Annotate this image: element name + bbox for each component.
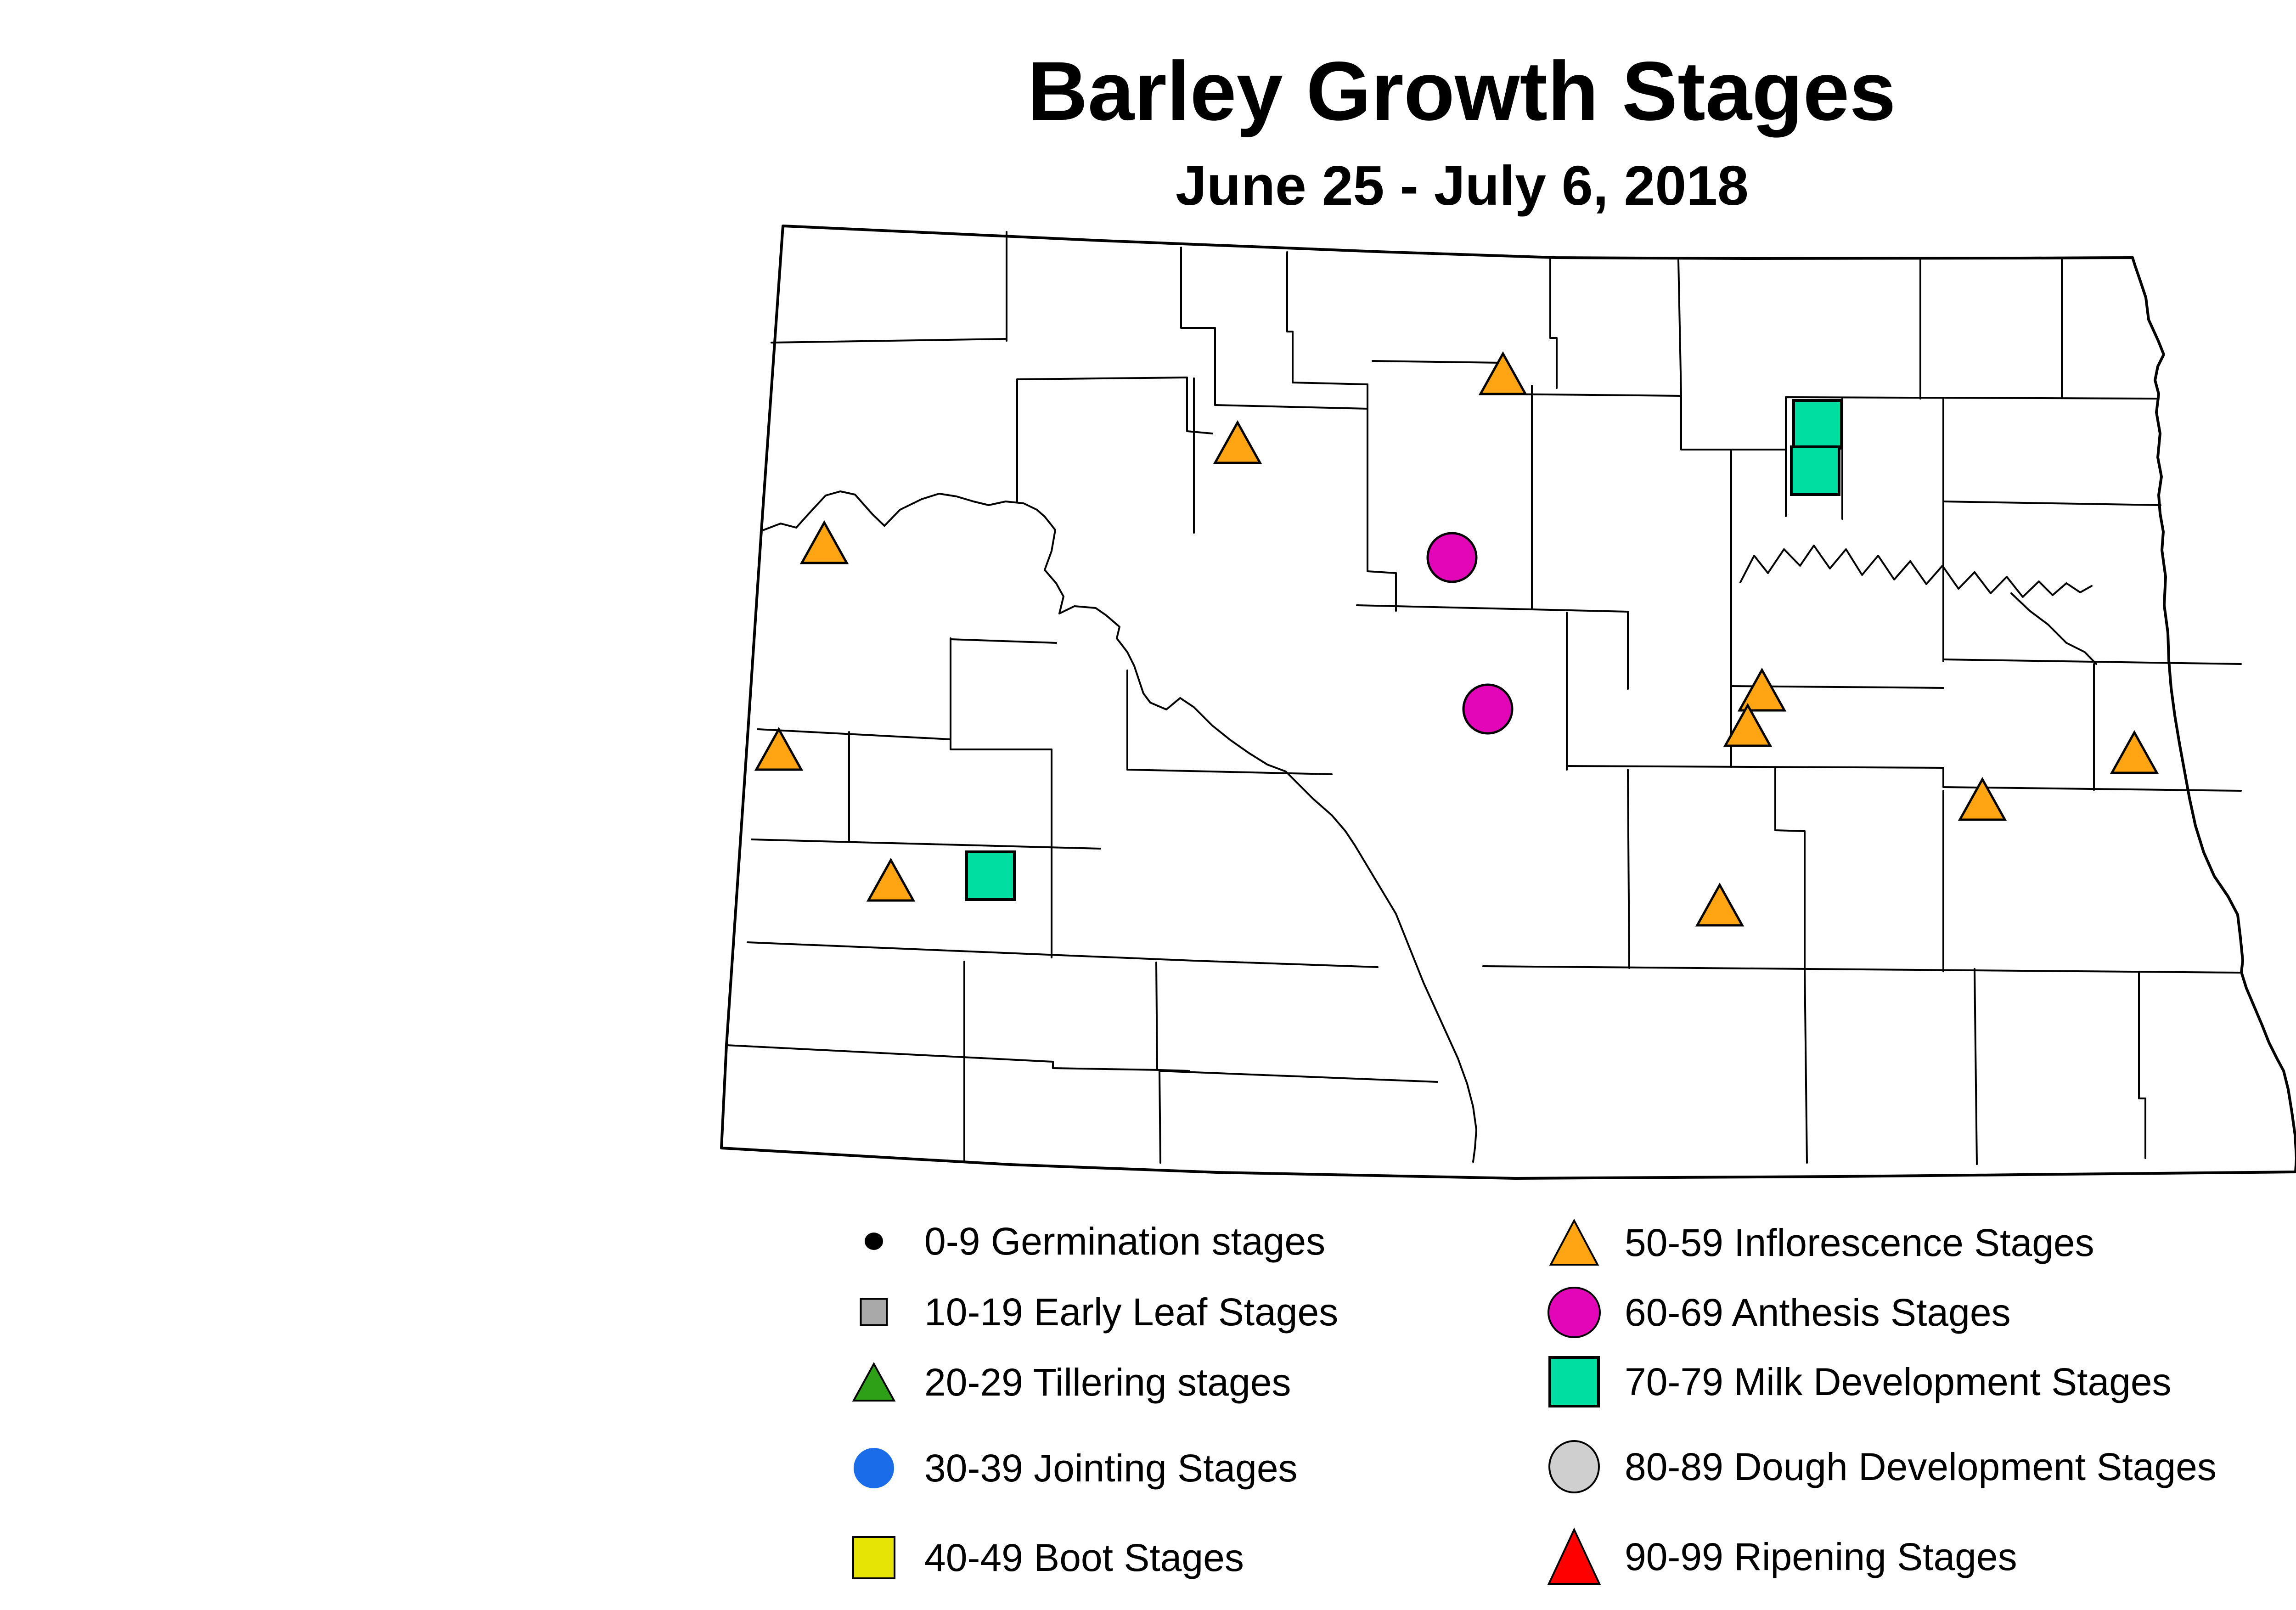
legend-label-80-89: 80-89 Dough Development Stages — [1625, 1445, 2217, 1488]
legend-item-90-99: 90-99 Ripening Stages — [1547, 1527, 2017, 1585]
lake-sakakawea-missouri-river — [760, 490, 1477, 1163]
legend-label-50-59: 50-59 Inflorescence Stages — [1625, 1221, 2094, 1264]
legend-item-10-19: 10-19 Early Leaf Stages — [860, 1290, 1338, 1334]
map-marker-triangle-50-59 — [2110, 730, 2159, 774]
legend: 0-9 Germination stages 10-19 Early Leaf S… — [852, 1218, 2217, 1585]
map-marker-triangle-50-59 — [799, 520, 849, 564]
legend-label-90-99: 90-99 Ripening Stages — [1625, 1535, 2017, 1578]
legend-label-20-29: 20-29 Tillering stages — [924, 1361, 1291, 1404]
map-marker-square-70-79 — [1790, 445, 1840, 496]
legend-item-60-69: 60-69 Anthesis Stages — [1548, 1287, 2011, 1338]
legend-triangle-icon-50-59 — [1549, 1218, 1599, 1266]
sheyenne-river-arm — [2010, 592, 2097, 665]
map-marker-square-70-79 — [965, 850, 1016, 901]
devils-lake-shoreline — [1739, 545, 2093, 598]
legend-dot-icon-0-9 — [865, 1233, 883, 1250]
legend-square-icon-40-49 — [852, 1536, 895, 1579]
map-marker-circle-60-69 — [1462, 683, 1514, 735]
map-marker-triangle-50-59 — [1737, 667, 1787, 712]
legend-circle-icon-80-89 — [1548, 1440, 1600, 1493]
page-title: Barley Growth Stages — [1027, 44, 1896, 138]
map-marker-triangle-50-59 — [1723, 703, 1773, 747]
legend-item-80-89: 80-89 Dough Development Stages — [1548, 1440, 2217, 1493]
legend-label-70-79: 70-79 Milk Development Stages — [1625, 1360, 2172, 1403]
legend-square-icon-10-19 — [860, 1298, 888, 1326]
legend-item-30-39: 30-39 Jointing Stages — [854, 1447, 1298, 1490]
map-marker-triangle-50-59 — [866, 857, 916, 902]
legend-circle-icon-30-39 — [854, 1448, 894, 1488]
map-marker-triangle-50-59 — [1478, 351, 1528, 395]
legend-label-60-69: 60-69 Anthesis Stages — [1625, 1291, 2011, 1334]
rivers — [760, 490, 2097, 1163]
legend-circle-icon-60-69 — [1548, 1287, 1601, 1338]
growth-stage-markers-layer — [754, 351, 2159, 927]
legend-square-icon-70-79 — [1548, 1356, 1600, 1407]
legend-label-10-19: 10-19 Early Leaf Stages — [924, 1290, 1338, 1334]
page-subtitle: June 25 - July 6, 2018 — [1176, 154, 1749, 217]
map-marker-triangle-50-59 — [1213, 420, 1262, 464]
legend-item-20-29: 20-29 Tillering stages — [852, 1361, 1291, 1404]
map-marker-circle-60-69 — [1426, 532, 1478, 583]
map-marker-triangle-50-59 — [754, 726, 804, 771]
legend-label-40-49: 40-49 Boot Stages — [924, 1536, 1244, 1579]
legend-item-40-49: 40-49 Boot Stages — [852, 1536, 1244, 1579]
legend-item-50-59: 50-59 Inflorescence Stages — [1549, 1218, 2094, 1266]
legend-label-0-9: 0-9 Germination stages — [924, 1220, 1325, 1263]
map-marker-triangle-50-59 — [1958, 777, 2007, 821]
legend-item-70-79: 70-79 Milk Development Stages — [1548, 1356, 2172, 1407]
map-marker-square-70-79 — [1792, 399, 1843, 450]
legend-item-0-9: 0-9 Germination stages — [865, 1220, 1325, 1263]
legend-triangle-icon-20-29 — [852, 1362, 896, 1402]
county-boundaries — [726, 231, 2242, 1165]
legend-label-30-39: 30-39 Jointing Stages — [924, 1447, 1298, 1490]
map-marker-triangle-50-59 — [1695, 882, 1745, 927]
legend-triangle-icon-90-99 — [1547, 1527, 1601, 1585]
nd-state-map — [720, 225, 2296, 1180]
